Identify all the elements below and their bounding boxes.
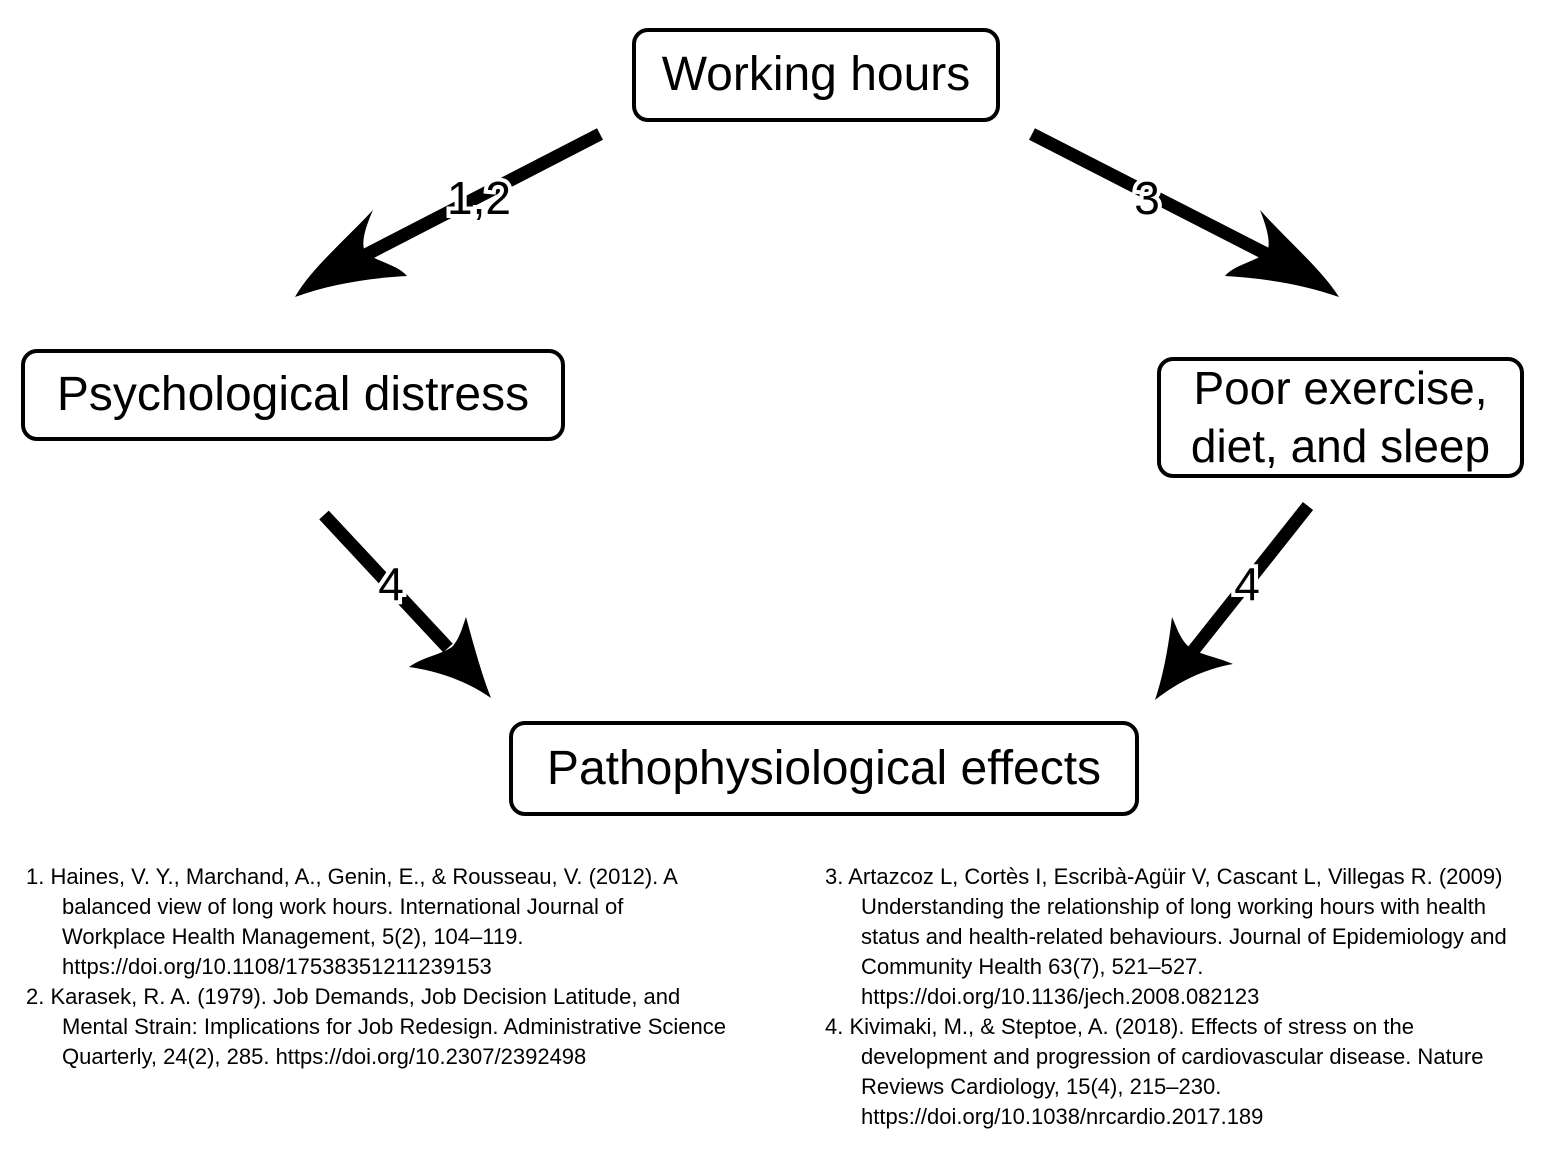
node-working-hours: Working hours (632, 28, 1000, 122)
references-right-column: 3. Artazcoz L, Cortès I, Escribà-Agüir V… (825, 862, 1540, 1132)
node-working-hours-label: Working hours (661, 48, 971, 102)
reference-2: 2. Karasek, R. A. (1979). Job Demands, J… (26, 984, 726, 1069)
reference-4: 4. Kivimaki, M., & Steptoe, A. (2018). E… (825, 1014, 1484, 1129)
reference-1: 1. Haines, V. Y., Marchand, A., Genin, E… (26, 864, 677, 979)
node-poor-lifestyle: Poor exercise, diet, and sleep (1157, 357, 1524, 478)
node-psychological-distress: Psychological distress (21, 349, 565, 441)
references-left-column: 1. Haines, V. Y., Marchand, A., Genin, E… (26, 862, 726, 1072)
arrow-working-to-poor (1029, 128, 1339, 297)
edge-label-3: 3 (1134, 172, 1160, 224)
arrow-working-to-psych (295, 128, 603, 297)
edge-label-4-right: 4 (1234, 558, 1260, 610)
edge-label-4-left: 4 (378, 558, 404, 610)
reference-3: 3. Artazcoz L, Cortès I, Escribà-Agüir V… (825, 864, 1507, 1009)
arrow-psych-to-patho (319, 510, 491, 698)
node-pathophysiological-effects-label: Pathophysiological effects (546, 741, 1102, 795)
node-poor-lifestyle-label: Poor exercise, diet, and sleep (1190, 362, 1491, 472)
arrow-poor-to-patho (1155, 501, 1314, 700)
node-pathophysiological-effects: Pathophysiological effects (509, 721, 1139, 816)
edge-label-1-2: 1,2 (447, 172, 511, 224)
node-psychological-distress-label: Psychological distress (56, 368, 530, 422)
